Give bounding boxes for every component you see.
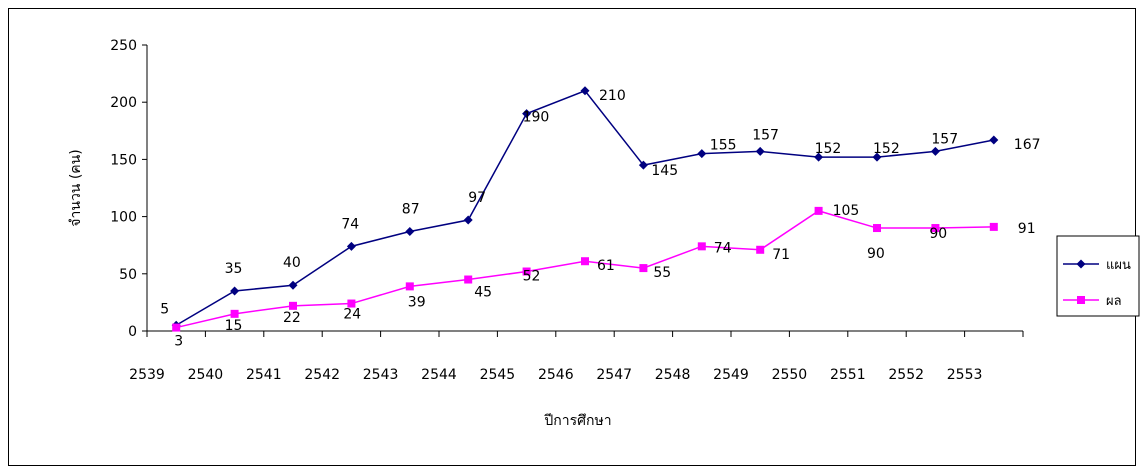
point-marker xyxy=(230,309,239,318)
data-label: 55 xyxy=(653,265,671,281)
series-plan-line xyxy=(175,89,994,326)
point-marker xyxy=(814,206,823,215)
point-marker xyxy=(697,149,707,159)
data-label: 22 xyxy=(283,310,301,326)
point-marker xyxy=(989,222,998,231)
point-marker xyxy=(289,301,297,310)
point-marker xyxy=(464,275,473,284)
axes: 0 50 100 150 200 250 2539 2540 2541 2542 2543 2544 2… xyxy=(110,38,1024,383)
data-label: 5 xyxy=(160,301,169,317)
x-axis-title: ปีการศึกษา xyxy=(544,413,612,429)
x-tick-label: 2550 xyxy=(772,367,808,383)
data-label: 210 xyxy=(599,88,626,104)
point-marker xyxy=(346,241,356,251)
data-label: 90 xyxy=(929,226,947,242)
point-marker xyxy=(989,135,999,145)
point-marker xyxy=(405,282,414,291)
x-tick-label: 2552 xyxy=(888,367,924,383)
data-label: 155 xyxy=(710,138,737,154)
x-tick-label: 2539 xyxy=(129,367,165,383)
y-tick-label: 150 xyxy=(110,152,137,168)
legend-box xyxy=(1056,235,1140,317)
point-marker xyxy=(930,146,940,156)
data-label: 152 xyxy=(873,141,900,157)
legend-label-result: ผล xyxy=(1106,294,1122,309)
point-marker xyxy=(230,286,240,296)
point-marker xyxy=(347,299,356,308)
y-tick-label: 250 xyxy=(110,38,137,54)
x-tick-label: 2548 xyxy=(655,367,691,383)
legend: แผน ผล xyxy=(1056,235,1140,317)
point-marker xyxy=(697,242,706,251)
data-label: 90 xyxy=(867,246,885,262)
data-label: 39 xyxy=(408,294,426,310)
series-layer xyxy=(171,86,999,332)
data-label: 157 xyxy=(931,131,958,147)
data-label: 190 xyxy=(523,110,550,126)
point-marker xyxy=(872,152,882,162)
x-tick-label: 2544 xyxy=(421,367,457,383)
point-marker xyxy=(581,257,589,266)
data-label: 74 xyxy=(714,240,732,256)
x-tick-label: 2549 xyxy=(713,367,749,383)
data-label: 3 xyxy=(174,334,183,350)
data-label: 157 xyxy=(752,127,779,143)
x-tick-label: 2540 xyxy=(188,367,224,383)
data-label: 15 xyxy=(225,318,243,334)
data-label: 152 xyxy=(815,141,842,157)
data-label: 71 xyxy=(772,247,790,263)
data-label: 52 xyxy=(523,269,541,285)
x-tick-label: 2547 xyxy=(596,367,632,383)
y-axis-title: จำนวน (คน) xyxy=(68,149,84,226)
data-label: 24 xyxy=(343,307,361,323)
point-marker xyxy=(405,226,415,236)
y-tick-label: 200 xyxy=(110,95,137,111)
point-marker xyxy=(463,215,473,225)
data-label: 87 xyxy=(402,201,420,217)
y-tick-label: 100 xyxy=(110,210,137,226)
data-label: 61 xyxy=(597,258,615,274)
data-label: 91 xyxy=(1018,221,1036,237)
point-marker xyxy=(580,86,590,96)
point-marker xyxy=(522,109,532,119)
data-label: 45 xyxy=(474,285,492,301)
y-tick-label: 50 xyxy=(119,267,137,283)
point-marker xyxy=(639,264,648,273)
legend-marker-result xyxy=(1077,296,1085,304)
x-tick-label: 2543 xyxy=(363,367,399,383)
point-marker xyxy=(755,146,765,156)
x-tick-label: 2541 xyxy=(246,367,282,383)
y-tick-label: 0 xyxy=(128,324,137,340)
x-tick-label: 2551 xyxy=(830,367,866,383)
x-tick-label: 2542 xyxy=(304,367,340,383)
legend-marker-plan xyxy=(1076,259,1086,269)
data-label: 35 xyxy=(225,261,243,277)
point-marker xyxy=(814,152,824,162)
x-tick-label: 2545 xyxy=(480,367,516,383)
data-label: 105 xyxy=(833,203,860,219)
x-tick-label: 2553 xyxy=(947,367,983,383)
data-label: 97 xyxy=(468,190,486,206)
point-marker xyxy=(873,224,881,233)
legend-label-plan: แผน xyxy=(1106,258,1131,273)
x-tick-label: 2546 xyxy=(538,367,574,383)
data-label: 145 xyxy=(651,163,678,179)
data-label: 40 xyxy=(283,255,301,271)
point-marker xyxy=(931,224,940,233)
point-marker xyxy=(522,267,531,276)
point-marker xyxy=(172,323,181,332)
data-label: 74 xyxy=(341,216,359,232)
chart-frame xyxy=(8,8,1136,466)
data-label: 167 xyxy=(1014,137,1041,153)
point-marker xyxy=(756,245,765,254)
point-marker xyxy=(288,280,298,290)
point-marker xyxy=(638,160,648,170)
